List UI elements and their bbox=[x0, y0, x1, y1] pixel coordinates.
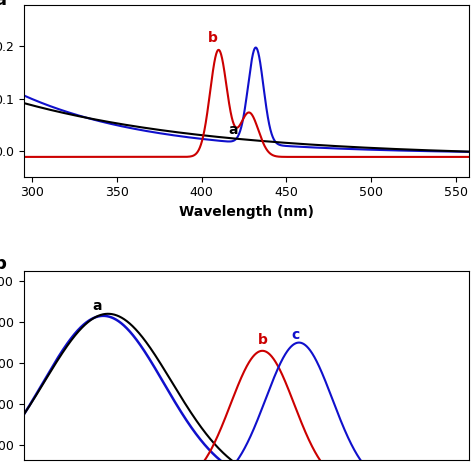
X-axis label: Wavelength (nm): Wavelength (nm) bbox=[179, 205, 314, 219]
Text: b: b bbox=[258, 333, 267, 346]
Text: a: a bbox=[0, 0, 6, 9]
Text: b: b bbox=[0, 255, 6, 273]
Text: c: c bbox=[291, 328, 299, 342]
Text: b: b bbox=[209, 31, 218, 45]
Text: a: a bbox=[92, 299, 101, 313]
Text: a: a bbox=[228, 123, 238, 137]
